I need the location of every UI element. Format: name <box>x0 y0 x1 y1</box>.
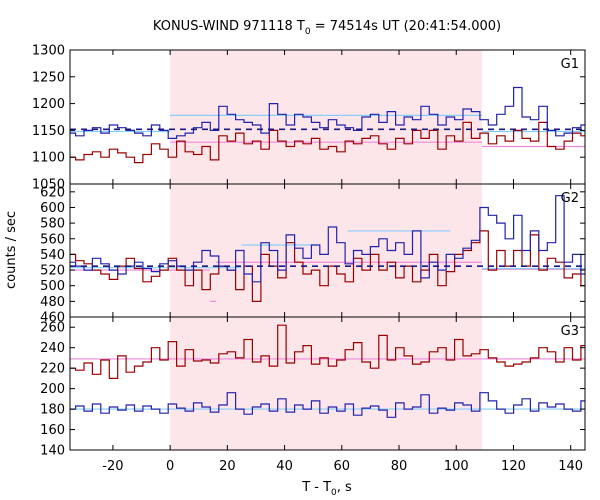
y-tick-label: 600 <box>40 201 65 216</box>
y-tick-label: 1300 <box>32 44 65 59</box>
x-axis: -20 0 20 40 60 80 100 120 140 <box>102 459 583 474</box>
panels-layer: 105011001150120012501300G146048050052054… <box>32 44 586 474</box>
y-tick-label: 520 <box>40 264 65 279</box>
x-tick-label: 60 <box>334 459 351 474</box>
y-tick-label: 180 <box>40 403 65 418</box>
highlight-interval <box>170 50 482 450</box>
y-tick-label: 220 <box>40 362 65 377</box>
panel-g3: 140 160 180 200 220 240 260 G3 <box>40 316 586 459</box>
x-tick-label: 140 <box>558 459 583 474</box>
y-tick-label: 1100 <box>32 151 65 166</box>
highlight-layer <box>170 50 482 450</box>
y-tick-label: 200 <box>40 382 65 397</box>
x-tick-label: 100 <box>444 459 469 474</box>
panel-label: G1 <box>561 57 579 72</box>
y-tick-label: 140 <box>40 444 65 459</box>
panel-g1: 1050 1100 1150 1200 1250 1300 G1 <box>32 44 586 193</box>
x-axis-label: T - T0, s <box>301 480 352 498</box>
y-tick-label: 160 <box>40 423 65 438</box>
panel-frame <box>69 316 586 451</box>
y-tick-label: 1050 <box>32 178 65 193</box>
x-tick-label: 0 <box>166 459 174 474</box>
panel-label: G3 <box>561 324 579 339</box>
high-series-line <box>70 392 585 418</box>
low-series-line <box>70 121 585 164</box>
low-series-line <box>70 230 585 302</box>
x-tick-label: -20 <box>102 459 123 474</box>
y-tick-label: 460 <box>40 311 65 326</box>
low-series-line <box>70 324 585 379</box>
y-tick-label: 1200 <box>32 97 65 112</box>
y-tick-label: 1250 <box>32 70 65 85</box>
high-series-line <box>70 86 585 139</box>
chart-title: KONUS-WIND 971118 T0 = 74514s UT (20:41:… <box>153 19 501 37</box>
y-axis-label: counts / sec <box>4 211 19 289</box>
y-tick-label: 580 <box>40 217 65 232</box>
y-tick-label: 240 <box>40 341 65 356</box>
y-tick-label: 560 <box>40 232 65 247</box>
y-tick-label: 260 <box>40 321 65 336</box>
high-series-line <box>70 195 585 283</box>
x-tick-label: 40 <box>276 459 293 474</box>
x-tick-label: 20 <box>219 459 236 474</box>
x-tick-label: 80 <box>391 459 408 474</box>
panel-label: G2 <box>561 191 579 206</box>
y-tick-label: 480 <box>40 295 65 310</box>
x-tick-label: 120 <box>501 459 526 474</box>
y-tick-label: 620 <box>40 185 65 200</box>
y-tick-label: 1150 <box>32 124 65 139</box>
y-tick-label: 540 <box>40 248 65 263</box>
y-tick-label: 500 <box>40 279 65 294</box>
